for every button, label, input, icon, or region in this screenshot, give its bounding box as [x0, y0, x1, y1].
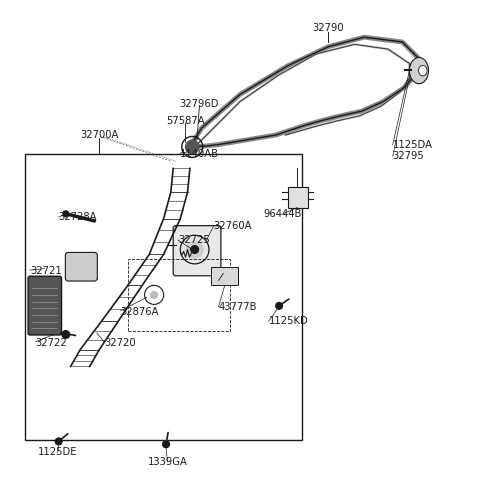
Text: 96444B: 96444B	[264, 209, 302, 219]
Bar	[288, 187, 308, 207]
FancyBboxPatch shape	[65, 252, 97, 281]
Text: 32722: 32722	[36, 337, 68, 348]
Text: 43777B: 43777B	[218, 302, 257, 312]
Bar	[25, 154, 302, 441]
Text: 32796D: 32796D	[180, 99, 219, 109]
Text: 1125DA: 1125DA	[393, 140, 432, 150]
Text: 32700A: 32700A	[80, 130, 119, 140]
Text: 1339GA: 1339GA	[147, 457, 187, 467]
Circle shape	[163, 441, 169, 447]
Text: 57587A: 57587A	[166, 116, 204, 126]
Text: 1140AB: 1140AB	[180, 149, 219, 159]
Text: 1125KD: 1125KD	[269, 316, 308, 326]
Circle shape	[151, 291, 157, 298]
Text: 32728A: 32728A	[59, 212, 97, 222]
Ellipse shape	[419, 65, 427, 76]
Text: 32876A: 32876A	[120, 307, 159, 317]
FancyBboxPatch shape	[173, 226, 221, 276]
Text: 1125DE: 1125DE	[38, 447, 77, 457]
Circle shape	[186, 140, 199, 154]
Text: 32721: 32721	[30, 266, 62, 276]
Text: 32720: 32720	[104, 337, 136, 348]
Circle shape	[62, 331, 70, 338]
Bar	[211, 267, 238, 285]
FancyBboxPatch shape	[28, 276, 61, 335]
Text: 32760A: 32760A	[214, 221, 252, 231]
Text: 32795: 32795	[393, 152, 424, 161]
Text: 32725: 32725	[178, 235, 210, 245]
Circle shape	[276, 302, 282, 309]
Text: 32790: 32790	[312, 23, 344, 33]
Circle shape	[163, 441, 169, 447]
Ellipse shape	[409, 58, 429, 84]
Circle shape	[55, 438, 62, 445]
Bar	[128, 259, 230, 331]
Circle shape	[186, 241, 203, 258]
Circle shape	[191, 246, 199, 253]
Circle shape	[63, 211, 69, 216]
